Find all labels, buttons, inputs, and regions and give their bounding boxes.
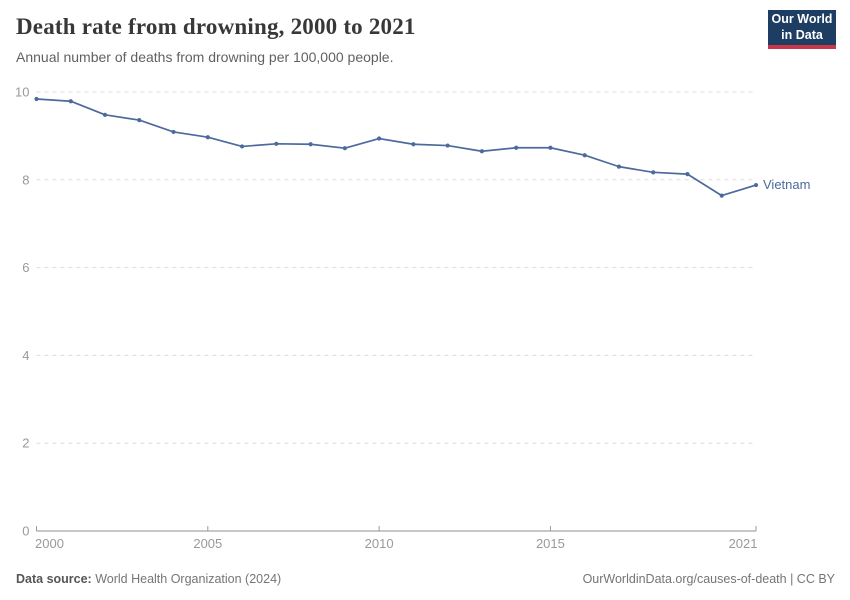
credit-link[interactable]: OurWorldinData.org/causes-of-death | CC … [582,572,835,586]
data-point-2020[interactable] [719,193,724,198]
data-point-2000[interactable] [34,96,39,102]
chart-header: Death rate from drowning, 2000 to 2021 A… [16,13,834,66]
chart-canvas[interactable]: 0 2 4 6 8 10 2000 2005 2010 2015 2021 Vietnam [0,85,850,560]
y-tick-label-8: 8 [22,172,29,187]
data-point-2011[interactable] [411,142,416,147]
data-point-2018[interactable] [651,170,656,175]
data-point-2007[interactable] [274,141,279,146]
data-point-2004[interactable] [171,129,176,135]
data-point-2006[interactable] [239,144,245,149]
data-point-2002[interactable] [102,112,108,117]
x-tick-label-2015: 2015 [536,536,565,551]
y-tick-label-10: 10 [15,85,29,100]
data-point-2008[interactable] [308,142,313,147]
data-point-2003[interactable] [137,117,142,123]
data-point-2012[interactable] [445,143,450,148]
data-source-label: Data source: [16,572,92,586]
data-point-2009[interactable] [342,146,347,151]
series-line-vietnam [35,98,757,197]
data-point-2010[interactable] [377,136,382,141]
x-tick-label-2010: 2010 [365,536,394,551]
data-point-2015[interactable] [548,145,553,150]
y-tick-label-6: 6 [22,260,29,275]
line-chart-svg: 0 2 4 6 8 10 2000 2005 2010 2015 2021 Vietnam [15,85,810,552]
data-point-2016[interactable] [582,153,587,158]
data-point-2017[interactable] [616,164,622,169]
y-tick-label-2: 2 [22,436,29,451]
data-point-2001[interactable] [68,99,73,104]
data-point-2005[interactable] [205,135,210,140]
data-source: Data source: World Health Organization (… [16,572,281,586]
chart-footer: Data source: World Health Organization (… [16,572,835,586]
data-point-2014[interactable] [514,145,519,150]
x-tick-label-2000: 2000 [35,536,64,551]
data-point-2013[interactable] [479,149,485,154]
owid-logo: Our World in Data [768,10,836,49]
data-source-value: World Health Organization (2024) [91,572,282,586]
y-tick-label-4: 4 [22,348,29,363]
x-tick-label-2021: 2021 [729,536,758,551]
owid-logo-line2: in Data [781,27,823,42]
chart-title: Death rate from drowning, 2000 to 2021 [16,14,416,39]
series-label-vietnam: Vietnam [763,177,810,192]
owid-logo-line1: Our World [771,11,833,26]
y-tick-label-0: 0 [22,524,29,539]
data-point-2019[interactable] [685,171,690,177]
data-point-2021[interactable] [753,182,759,188]
chart-subtitle: Annual number of deaths from drowning pe… [16,48,394,65]
x-tick-label-2005: 2005 [193,536,222,551]
